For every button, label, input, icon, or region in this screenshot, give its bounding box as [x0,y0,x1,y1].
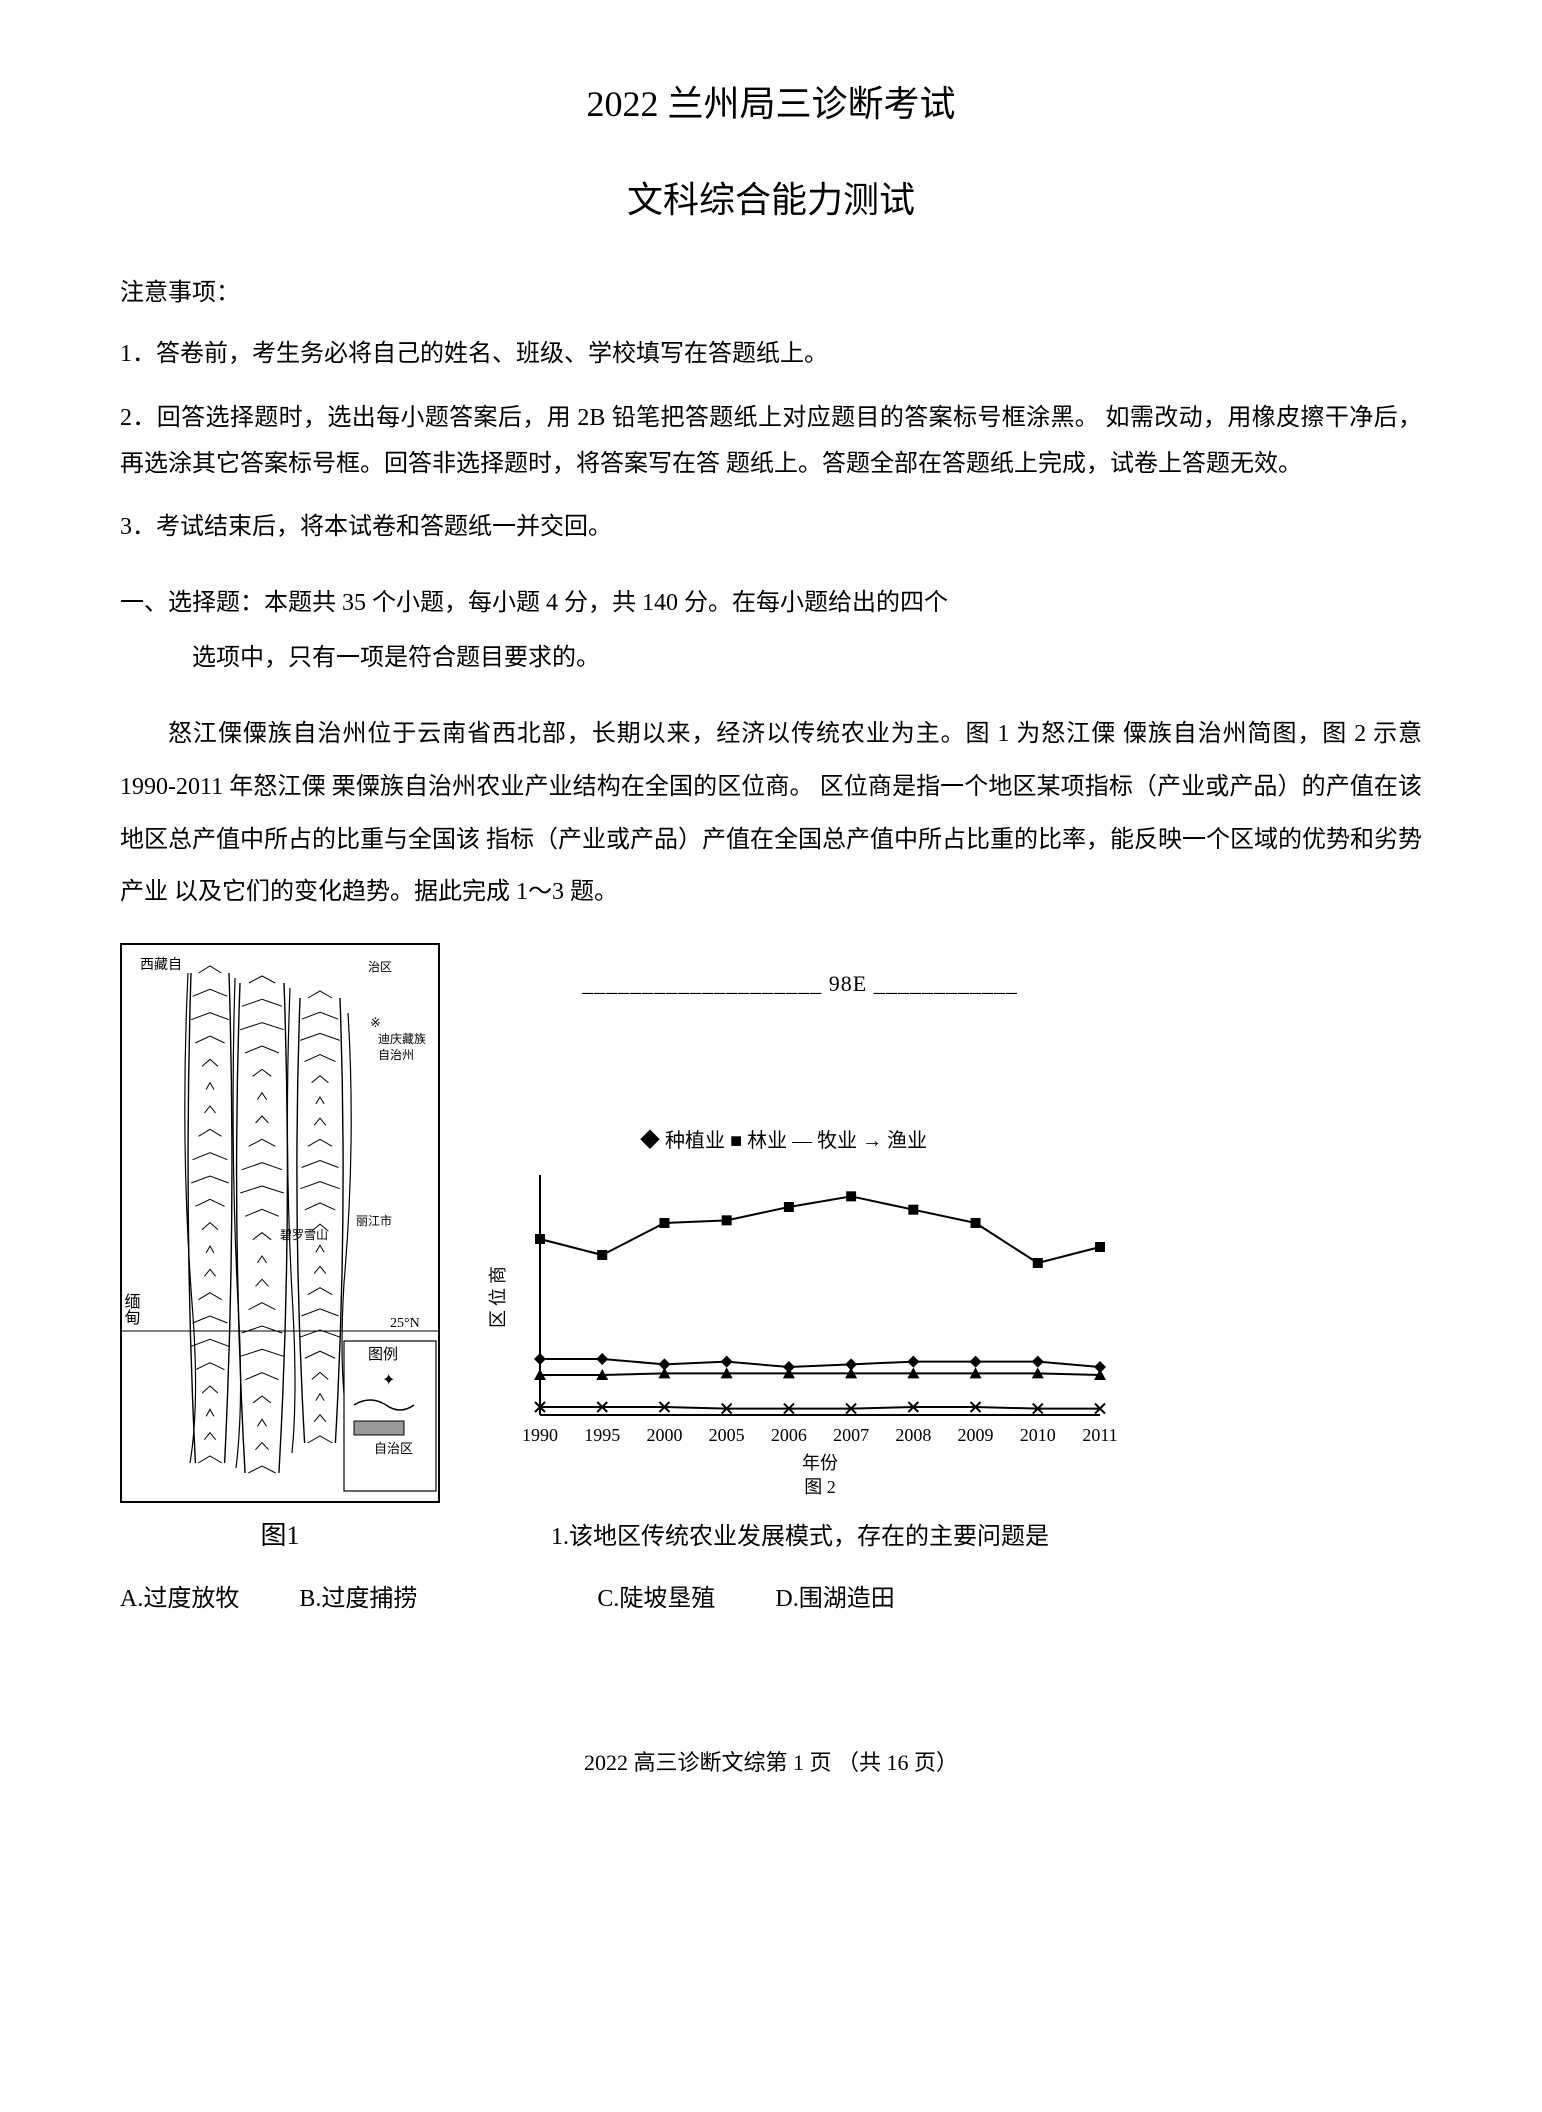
svg-text:2005: 2005 [709,1425,745,1445]
svg-text:2009: 2009 [958,1425,994,1445]
svg-text:2008: 2008 [895,1425,931,1445]
svg-text:碧罗雪山: 碧罗雪山 [280,1228,328,1242]
svg-text:年份: 年份 [802,1453,838,1473]
svg-text:缅甸: 缅甸 [122,1293,141,1326]
svg-text:2007: 2007 [833,1425,869,1445]
section-heading-line2: 选项中，只有一项是符合题目要求的。 [120,636,1422,682]
svg-text:治区: 治区 [368,960,392,974]
section-heading-line1: 一、选择题：本题共 35 个小题，每小题 4 分，共 140 分。在每小题给出的… [120,581,1422,627]
svg-text:※: ※ [370,1015,381,1030]
notice-2: 2．回答选择题时，选出每小题答案后，用 2B 铅笔把答题纸上对应题目的答案标号框… [120,396,1422,487]
answer-options-row: A.过度放牧 B.过度捕捞 C.陡坡垦殖 D.围湖造田 [120,1577,1422,1623]
svg-text:自治区: 自治区 [374,1441,413,1456]
svg-text:✦: ✦ [382,1372,395,1389]
svg-text:2006: 2006 [771,1425,807,1445]
svg-text:25°N: 25°N [390,1316,420,1331]
svg-text:迪庆藏族: 迪庆藏族 [378,1032,426,1046]
figure-2-chart: ◆ 种植业 ■ 林业 — 牧业 → 渔业区位商 1990 1995 2000 2005 2… [480,1125,1120,1505]
notice-3: 3．考试结束后，将本试卷和答题纸一并交回。 [120,505,1422,551]
notice-label: 注意事项： [120,271,1422,317]
question-1-text: 1.该地区传统农业发展模式，存在的主要问题是 [551,1515,1049,1561]
page-footer: 2022 高三诊断文综第 1 页 （共 16 页） [120,1742,1422,1784]
svg-text:2011: 2011 [1082,1425,1117,1445]
svg-text:区位商: 区位商 [488,1262,508,1328]
title-sub: 文科综合能力测试 [120,166,1422,234]
label-98e: ____________________ 98E ____________ [480,963,1120,1005]
option-c: C.陡坡垦殖 [597,1577,715,1623]
option-a: A.过度放牧 [120,1577,239,1623]
svg-text:◆ 种植业 ■ 林业 — 牧业 → 渔业: ◆ 种植业 ■ 林业 — 牧业 → 渔业 [640,1129,927,1152]
svg-text:图例: 图例 [368,1346,398,1363]
svg-text:西藏自: 西藏自 [140,957,182,973]
svg-text:丽江市: 丽江市 [356,1213,392,1228]
passage-text: 怒江傈僳族自治州位于云南省西北部，长期以来，经济以传统农业为主。图 1 为怒江傈… [120,708,1422,919]
figure-2-column: ____________________ 98E ____________ ◆ … [480,943,1120,1560]
option-d: D.围湖造田 [775,1577,894,1623]
notice-2-text: 2．回答选择题时，选出每小题答案后，用 2B 铅笔把答题纸上对应题目的答案标号框… [120,405,1422,477]
notice-1: 1．答卷前，考生务必将自己的姓名、班级、学校填写在答题纸上。 [120,332,1422,378]
figure-1-label: 图1 [260,1511,299,1560]
svg-text:自治州: 自治州 [378,1048,414,1062]
figures-row: 西藏自 治区 ※ 迪庆藏族自治州碧罗雪山 丽江市 25°N 图例 ✦ 自治区 缅甸 图1 ____… [120,943,1422,1560]
svg-text:1990: 1990 [522,1425,558,1445]
svg-text:图 2: 图 2 [804,1477,836,1497]
svg-text:1995: 1995 [584,1425,620,1445]
figure-1-column: 西藏自 治区 ※ 迪庆藏族自治州碧罗雪山 丽江市 25°N 图例 ✦ 自治区 缅甸 图1 [120,943,440,1560]
figure-1-map: 西藏自 治区 ※ 迪庆藏族自治州碧罗雪山 丽江市 25°N 图例 ✦ 自治区 缅甸 [120,943,440,1503]
svg-text:2000: 2000 [646,1425,682,1445]
option-b: B.过度捕捞 [299,1577,417,1623]
svg-text:2010: 2010 [1020,1425,1056,1445]
title-main: 2022 兰州局三诊断考试 [120,70,1422,138]
